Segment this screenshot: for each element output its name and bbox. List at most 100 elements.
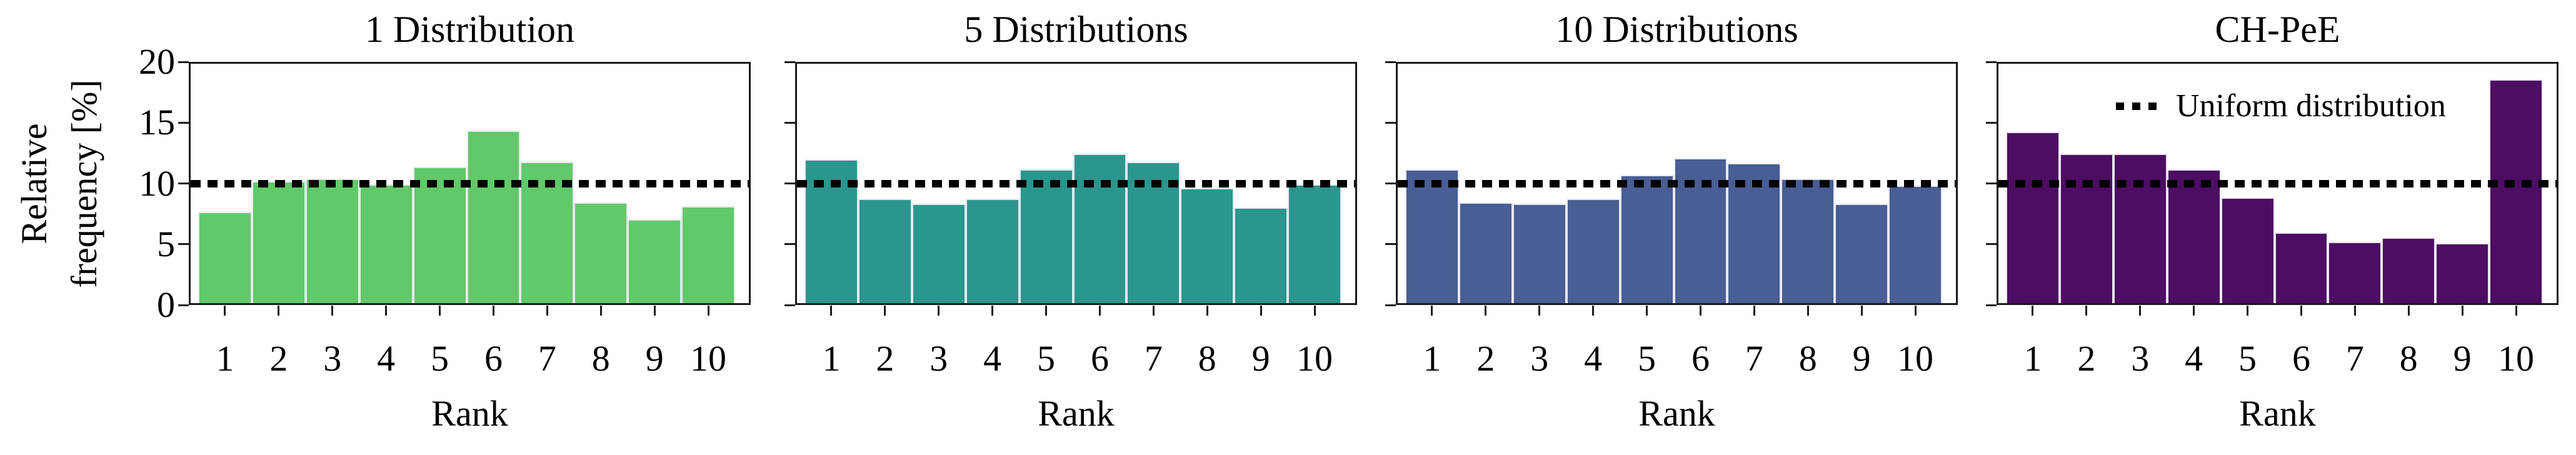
x-tick-label-9-panel-2: 9 — [1251, 338, 1270, 379]
x-tick-label-3-panel-3: 3 — [1530, 338, 1549, 379]
x-tick-mark-10-panel-4 — [2515, 306, 2517, 316]
x-tick-mark-5-panel-2 — [1045, 306, 1048, 316]
y-tick-mark-15-panel-1 — [178, 121, 189, 124]
x-tick-label-9-panel-1: 9 — [645, 338, 664, 379]
y-tick-label-10: 10 — [139, 162, 175, 204]
panel-4-bar-rank-9 — [2435, 243, 2490, 303]
x-tick-mark-3-panel-4 — [2139, 306, 2142, 316]
x-tick-label-8-panel-2: 8 — [1198, 338, 1216, 379]
x-tick-mark-7-panel-4 — [2353, 306, 2356, 316]
y-tick-mark-20-panel-3 — [1385, 61, 1396, 63]
x-tick-mark-5-panel-4 — [2247, 306, 2249, 316]
legend: Uniform distribution — [2116, 88, 2446, 124]
panel-2-bar-rank-5 — [1019, 169, 1073, 303]
panel-1-bar-rank-3 — [305, 178, 359, 303]
y-tick-mark-10-panel-2 — [784, 182, 795, 184]
x-tick-label-9-panel-4: 9 — [2453, 338, 2472, 379]
x-tick-label-4-panel-3: 4 — [1584, 338, 1603, 379]
panel-2-bar-rank-10 — [1288, 184, 1342, 303]
uniform-reference-line-4 — [1998, 179, 2557, 188]
x-tick-label-5-panel-2: 5 — [1037, 338, 1056, 379]
x-tick-label-10-panel-2: 10 — [1296, 338, 1333, 379]
panel-3-bar-rank-4 — [1566, 199, 1620, 303]
x-tick-label-8-panel-1: 8 — [591, 338, 610, 379]
panel-2-bar-rank-9 — [1234, 207, 1288, 303]
x-tick-label-7-panel-1: 7 — [538, 338, 556, 379]
panel-4-bar-rank-2 — [2059, 153, 2113, 303]
x-tick-mark-6-panel-4 — [2300, 306, 2302, 316]
x-tick-mark-5-panel-3 — [1646, 306, 1648, 316]
x-tick-mark-9-panel-1 — [653, 306, 656, 316]
bars-container-3 — [1398, 64, 1956, 303]
panel-1-bar-rank-10 — [681, 206, 736, 303]
y-tick-mark-15-panel-3 — [1385, 121, 1396, 124]
x-tick-mark-1-panel-2 — [830, 306, 833, 316]
panel-title-2: 5 Distributions — [964, 9, 1188, 50]
x-axis-label-panel-3: Rank — [1638, 393, 1715, 434]
x-tick-label-2-panel-1: 2 — [269, 338, 288, 379]
x-tick-mark-7-panel-3 — [1753, 306, 1755, 316]
panel-4-bar-rank-3 — [2113, 153, 2167, 303]
x-tick-label-1-panel-2: 1 — [822, 338, 841, 379]
x-tick-mark-2-panel-2 — [884, 306, 886, 316]
x-tick-label-4-panel-2: 4 — [983, 338, 1002, 379]
y-tick-mark-15-panel-4 — [1986, 121, 1997, 124]
x-tick-mark-2-panel-1 — [278, 306, 280, 316]
x-tick-label-8-panel-4: 8 — [2399, 338, 2418, 379]
x-tick-mark-10-panel-3 — [1914, 306, 1917, 316]
legend-label: Uniform distribution — [2176, 88, 2446, 124]
x-axis-label-panel-2: Rank — [1038, 393, 1115, 434]
y-tick-mark-15-panel-2 — [784, 121, 795, 124]
x-tick-label-7-panel-2: 7 — [1144, 338, 1163, 379]
x-tick-mark-8-panel-4 — [2407, 306, 2410, 316]
x-tick-mark-1-panel-3 — [1431, 306, 1433, 316]
panel-1-bar-rank-2 — [251, 181, 306, 303]
y-tick-mark-5-panel-4 — [1986, 243, 1997, 246]
x-tick-label-5-panel-1: 5 — [431, 338, 449, 379]
y-tick-mark-0-panel-4 — [1986, 304, 1997, 306]
x-tick-mark-4-panel-2 — [991, 306, 994, 316]
plot-panel-1 — [189, 62, 751, 305]
x-tick-mark-7-panel-2 — [1152, 306, 1155, 316]
x-tick-mark-9-panel-2 — [1260, 306, 1262, 316]
x-tick-label-9-panel-3: 9 — [1852, 338, 1871, 379]
x-tick-mark-4-panel-3 — [1592, 306, 1595, 316]
x-tick-label-7-panel-3: 7 — [1745, 338, 1763, 379]
bars-container-1 — [191, 64, 749, 303]
x-tick-mark-4-panel-4 — [2193, 306, 2195, 316]
panel-4-bar-rank-10 — [2489, 79, 2543, 303]
uniform-reference-line-3 — [1398, 179, 1956, 188]
y-tick-mark-0-panel-2 — [784, 304, 795, 306]
y-tick-mark-0-panel-3 — [1385, 304, 1396, 306]
x-tick-mark-10-panel-1 — [707, 306, 709, 316]
panel-2-bar-rank-8 — [1180, 188, 1235, 303]
panel-3-bar-rank-5 — [1620, 175, 1674, 303]
x-tick-label-5-panel-4: 5 — [2238, 338, 2257, 379]
x-axis-label-panel-4: Rank — [2239, 393, 2316, 434]
x-tick-label-6-panel-1: 6 — [484, 338, 503, 379]
panel-title-1: 1 Distribution — [364, 9, 574, 50]
x-tick-label-2-panel-4: 2 — [2077, 338, 2096, 379]
y-tick-label-5: 5 — [157, 223, 175, 264]
x-tick-mark-3-panel-1 — [331, 306, 334, 316]
x-tick-mark-6-panel-1 — [492, 306, 494, 316]
x-tick-mark-7-panel-1 — [546, 306, 548, 316]
panel-4-bar-rank-7 — [2328, 242, 2382, 303]
x-tick-label-10-panel-1: 10 — [690, 338, 727, 379]
x-tick-label-6-panel-4: 6 — [2292, 338, 2310, 379]
x-tick-label-8-panel-3: 8 — [1798, 338, 1817, 379]
x-tick-label-2-panel-2: 2 — [876, 338, 895, 379]
x-tick-label-10-panel-4: 10 — [2498, 338, 2535, 379]
y-tick-mark-10-panel-1 — [178, 182, 189, 184]
y-tick-mark-10-panel-3 — [1385, 182, 1396, 184]
uniform-reference-line-1 — [191, 179, 749, 188]
x-tick-mark-8-panel-1 — [599, 306, 602, 316]
plot-panel-2 — [795, 62, 1357, 305]
y-tick-label-15: 15 — [139, 102, 175, 143]
x-tick-mark-1-panel-4 — [2032, 306, 2034, 316]
x-tick-label-10-panel-3: 10 — [1897, 338, 1934, 379]
panel-3-bar-rank-1 — [1405, 169, 1459, 303]
y-tick-mark-20-panel-1 — [178, 61, 189, 63]
x-tick-label-5-panel-3: 5 — [1638, 338, 1656, 379]
panel-title-3: 10 Distributions — [1555, 9, 1798, 50]
